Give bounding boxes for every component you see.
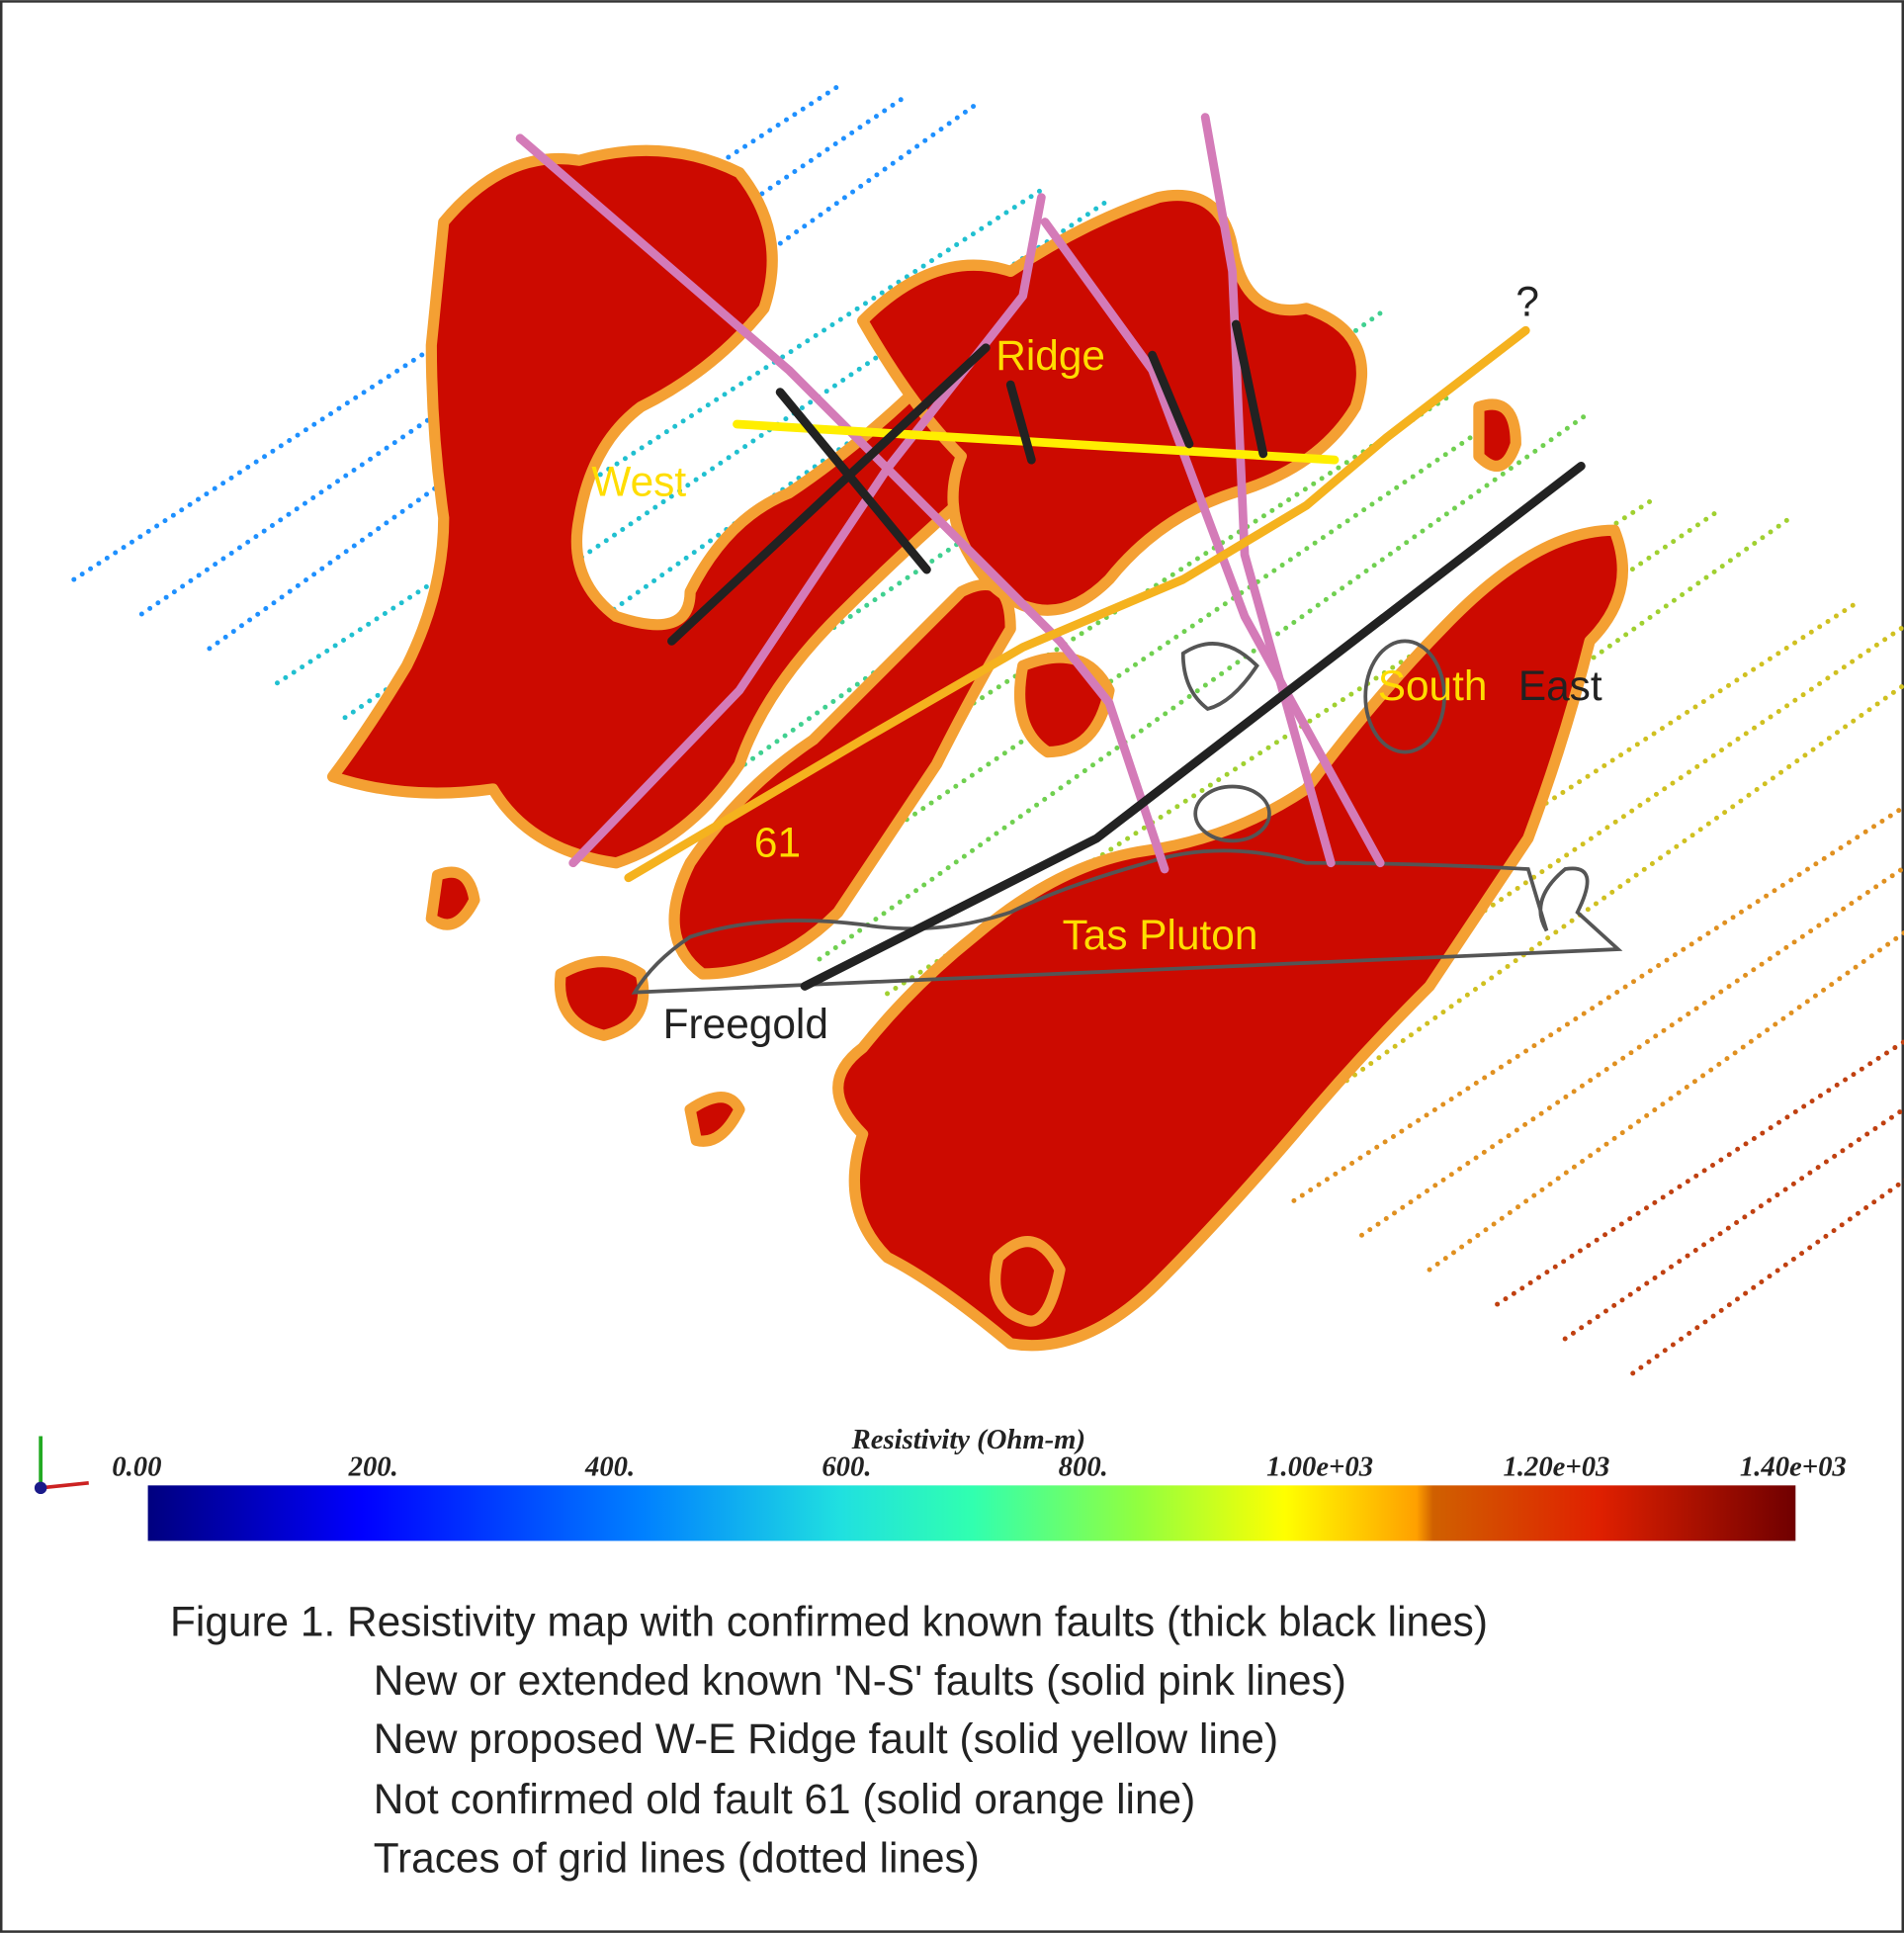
faults <box>515 113 1586 991</box>
colorbar-tick-label: 600. <box>822 1450 871 1482</box>
axis-z <box>34 1481 47 1495</box>
colorbar-tick-label: 1.00e+03 <box>1266 1450 1373 1482</box>
colorbar-ticks: 0.00 200. 400. 600. 800. 1.00e+03 1.20e+03 1.40… <box>112 1450 1846 1482</box>
body <box>684 1092 745 1147</box>
colorbar-tick-label: 1.40e+03 <box>1740 1450 1847 1482</box>
map-label: South <box>1378 662 1488 709</box>
yellow-fault <box>733 419 1340 465</box>
body <box>1473 398 1521 472</box>
body <box>1013 652 1115 758</box>
map-label: Freegold <box>663 1001 828 1047</box>
colorbar-tick-label: 400. <box>584 1450 635 1482</box>
caption-line: Figure 1. Resistivity map with confirmed… <box>170 1598 1488 1644</box>
pluton-outline <box>631 848 1623 995</box>
pink-fault <box>1200 113 1336 868</box>
grid-trace <box>748 404 1518 927</box>
black-fault <box>667 343 991 646</box>
grid-trace <box>1495 1038 1904 1307</box>
map-label: ? <box>1515 278 1539 324</box>
pink-fault <box>568 193 1046 868</box>
grid-trace <box>1562 1105 1904 1342</box>
map-labels: Ridge West 61 Tas Pluton Freegold South … <box>591 278 1601 1047</box>
outline <box>1193 784 1271 843</box>
black-fault <box>800 462 1586 991</box>
map-label: 61 <box>754 820 801 866</box>
grid-trace <box>1223 681 1904 1169</box>
colorbar-tick-label: 800. <box>1059 1450 1108 1482</box>
grid-trace <box>1427 929 1904 1273</box>
body <box>554 955 649 1041</box>
grid-trace <box>1291 804 1904 1203</box>
grid-trace <box>1156 623 1904 1135</box>
colorbar-tick-label: 200. <box>348 1450 398 1482</box>
grid-trace <box>1359 864 1904 1238</box>
outline <box>1363 639 1446 754</box>
black-fault <box>1005 380 1036 465</box>
black-fault <box>1148 350 1194 449</box>
grid-trace <box>817 414 1587 962</box>
caption: Figure 1. Resistivity map with confirmed… <box>170 1598 1488 1881</box>
body <box>990 1236 1066 1327</box>
outline <box>1180 642 1259 711</box>
caption-line: Not confirmed old fault 61 (solid orange… <box>374 1776 1195 1822</box>
axis-x <box>40 1480 89 1490</box>
black-fault <box>775 388 931 574</box>
colorbar-tick-label: 0.00 <box>112 1450 161 1482</box>
body <box>832 524 1628 1352</box>
grid-trace <box>274 187 1044 686</box>
axis-triad <box>34 1436 89 1495</box>
map-label: West <box>591 458 686 504</box>
caption-line: Traces of grid lines (dotted lines) <box>374 1835 980 1882</box>
pink-fault <box>1040 218 1385 868</box>
black-fault <box>1231 319 1268 459</box>
map-label: Ridge <box>995 332 1105 379</box>
colorbar <box>147 1485 1796 1541</box>
caption-line: New proposed W-E Ridge fault (solid yell… <box>374 1715 1278 1762</box>
outlines <box>631 639 1623 995</box>
pink-fault <box>515 133 1169 874</box>
resistivity-bodies <box>326 144 1628 1352</box>
caption-line: New or extended known 'N-S' faults (soli… <box>374 1657 1346 1704</box>
orange-fault <box>624 325 1530 883</box>
body <box>425 866 480 930</box>
map-label: Tas Pluton <box>1063 912 1258 958</box>
map-label: East <box>1518 662 1602 709</box>
body <box>668 578 1016 980</box>
colorbar-tick-label: 1.20e+03 <box>1504 1450 1610 1482</box>
grid-trace <box>207 103 977 652</box>
grid-trace <box>1630 1178 1904 1376</box>
colorbar-title: Resistivity (Ohm-m) <box>851 1424 1085 1455</box>
